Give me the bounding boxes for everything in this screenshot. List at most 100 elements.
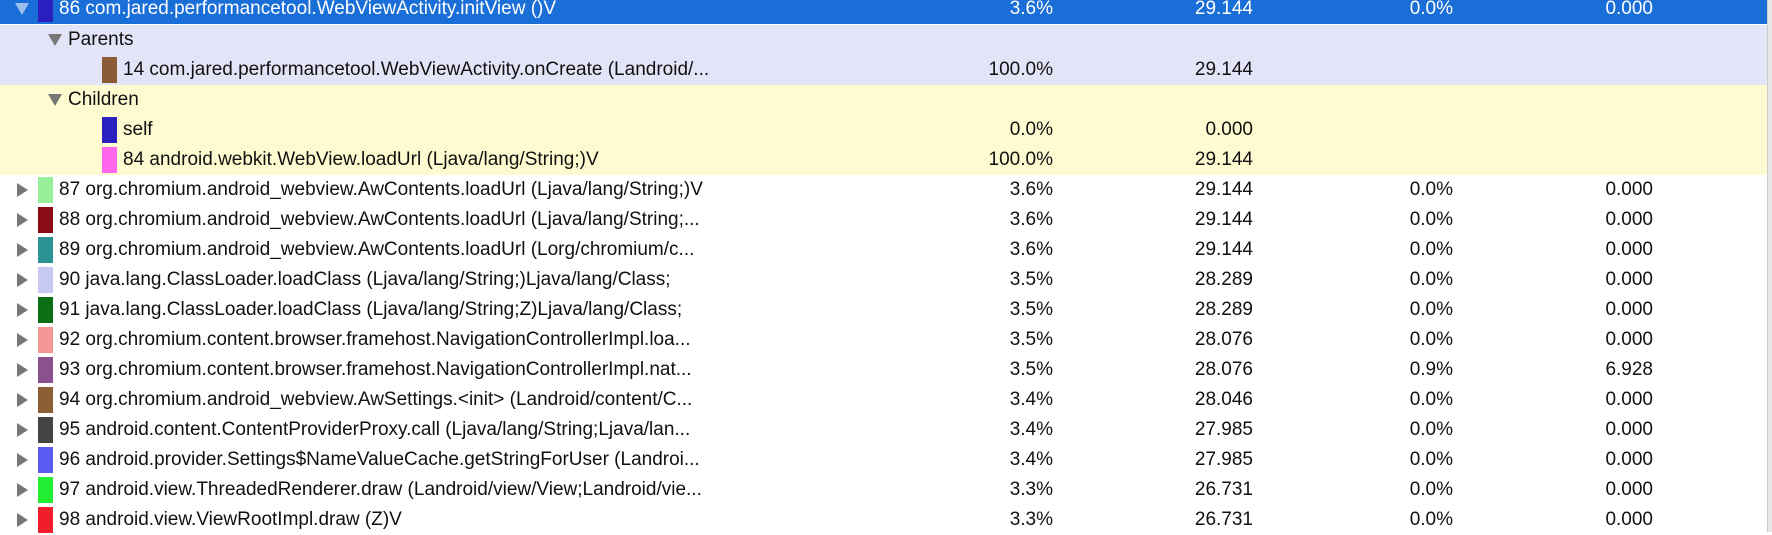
method-row[interactable]: 98 android.view.ViewRootImpl.draw (Z)V 3… (0, 505, 1768, 535)
expand-triangle-icon[interactable] (48, 94, 62, 106)
excl-cpu-time: 0.000 (1605, 0, 1653, 19)
incl-cpu-pct: 3.6% (1009, 209, 1053, 230)
expand-triangle-icon[interactable] (17, 513, 28, 527)
excl-cpu-time: 6.928 (1605, 359, 1653, 380)
child-row[interactable]: 84 android.webkit.WebView.loadUrl (Ljava… (0, 145, 1768, 175)
incl-cpu-time: 27.985 (1194, 419, 1253, 440)
expand-triangle-icon[interactable] (17, 423, 28, 437)
excl-cpu-pct: 0.0% (1409, 299, 1453, 320)
incl-cpu-pct: 3.6% (1009, 0, 1053, 19)
expand-triangle-icon[interactable] (15, 3, 29, 15)
incl-cpu-pct: 3.4% (1009, 389, 1053, 410)
method-name: 94 org.chromium.android_webview.AwSettin… (59, 389, 693, 410)
excl-cpu-time: 0.000 (1605, 239, 1653, 260)
excl-cpu-pct: 0.0% (1409, 419, 1453, 440)
method-row[interactable]: 94 org.chromium.android_webview.AwSettin… (0, 385, 1768, 415)
expand-triangle-icon[interactable] (17, 303, 28, 317)
method-name: 90 java.lang.ClassLoader.loadClass (Ljav… (59, 269, 671, 290)
excl-cpu-pct: 0.0% (1409, 479, 1453, 500)
excl-cpu-pct: 0.0% (1409, 389, 1453, 410)
incl-cpu-pct: 3.6% (1009, 179, 1053, 200)
incl-pct: 100.0% (988, 149, 1053, 170)
method-row[interactable]: 88 org.chromium.android_webview.AwConten… (0, 205, 1768, 235)
incl-cpu-pct: 3.5% (1009, 329, 1053, 350)
incl-pct: 0.0% (1009, 119, 1053, 140)
expand-triangle-icon[interactable] (48, 34, 62, 46)
excl-cpu-time: 0.000 (1605, 509, 1653, 530)
color-swatch (38, 237, 53, 263)
excl-cpu-time: 0.000 (1605, 329, 1653, 350)
excl-cpu-pct: 0.0% (1409, 0, 1453, 19)
expand-triangle-icon[interactable] (17, 183, 28, 197)
method-name: 92 org.chromium.content.browser.framehos… (59, 329, 691, 350)
method-name: 87 org.chromium.android_webview.AwConten… (59, 179, 703, 200)
method-row[interactable]: 92 org.chromium.content.browser.framehos… (0, 325, 1768, 355)
incl-cpu-pct: 3.3% (1009, 479, 1053, 500)
incl-cpu-pct: 3.5% (1009, 299, 1053, 320)
method-name: 91 java.lang.ClassLoader.loadClass (Ljav… (59, 299, 683, 320)
selected-method-row[interactable]: 86 com.jared.performancetool.WebViewActi… (0, 0, 1768, 24)
method-row[interactable]: 89 org.chromium.android_webview.AwConten… (0, 235, 1768, 265)
expand-triangle-icon[interactable] (17, 243, 28, 257)
color-swatch (102, 117, 117, 143)
incl-cpu-time: 29.144 (1194, 179, 1253, 200)
incl-pct: 100.0% (988, 59, 1053, 80)
expand-triangle-icon[interactable] (17, 453, 28, 467)
expand-triangle-icon[interactable] (17, 213, 28, 227)
incl-cpu-time: 29.144 (1194, 0, 1253, 19)
method-row[interactable]: 96 android.provider.Settings$NameValueCa… (0, 445, 1768, 475)
expand-triangle-icon[interactable] (17, 363, 28, 377)
expand-triangle-icon[interactable] (17, 333, 28, 347)
color-swatch (38, 267, 53, 293)
method-row[interactable]: 95 android.content.ContentProviderProxy.… (0, 415, 1768, 445)
incl-cpu-time: 29.144 (1194, 209, 1253, 230)
excl-cpu-time: 0.000 (1605, 449, 1653, 470)
expand-triangle-icon[interactable] (17, 393, 28, 407)
incl-cpu-pct: 3.5% (1009, 359, 1053, 380)
method-name: 97 android.view.ThreadedRenderer.draw (L… (59, 479, 702, 500)
color-swatch (38, 447, 53, 473)
color-swatch (38, 507, 53, 533)
method-name: 95 android.content.ContentProviderProxy.… (59, 419, 691, 440)
method-row[interactable]: 93 org.chromium.content.browser.framehos… (0, 355, 1768, 385)
color-swatch (38, 177, 53, 203)
color-swatch (38, 477, 53, 503)
child-row[interactable]: self 0.0% 0.000 (0, 115, 1768, 145)
incl-cpu-time: 28.076 (1194, 329, 1253, 350)
method-row[interactable]: 90 java.lang.ClassLoader.loadClass (Ljav… (0, 265, 1768, 295)
children-label: Children (68, 89, 139, 110)
incl-cpu-time: 28.076 (1194, 359, 1253, 380)
excl-cpu-pct: 0.0% (1409, 449, 1453, 470)
color-swatch (102, 147, 117, 173)
color-swatch (38, 297, 53, 323)
incl-time: 29.144 (1194, 59, 1253, 80)
parents-header[interactable]: Parents (0, 25, 1768, 55)
expand-triangle-icon[interactable] (17, 483, 28, 497)
children-header[interactable]: Children (0, 85, 1768, 115)
method-name: 84 android.webkit.WebView.loadUrl (Ljava… (123, 149, 599, 170)
excl-cpu-time: 0.000 (1605, 389, 1653, 410)
excl-cpu-pct: 0.0% (1409, 209, 1453, 230)
scrollbar-edge[interactable] (1767, 0, 1772, 532)
excl-cpu-pct: 0.0% (1409, 239, 1453, 260)
color-swatch (38, 327, 53, 353)
method-name: self (123, 119, 153, 140)
method-row[interactable]: 87 org.chromium.android_webview.AwConten… (0, 175, 1768, 205)
method-name: 86 com.jared.performancetool.WebViewActi… (59, 0, 557, 19)
method-row[interactable]: 97 android.view.ThreadedRenderer.draw (L… (0, 475, 1768, 505)
incl-cpu-time: 28.289 (1194, 269, 1253, 290)
excl-cpu-pct: 0.0% (1409, 509, 1453, 530)
expand-triangle-icon[interactable] (17, 273, 28, 287)
incl-cpu-time: 27.985 (1194, 449, 1253, 470)
excl-cpu-time: 0.000 (1605, 269, 1653, 290)
parent-row[interactable]: 14 com.jared.performancetool.WebViewActi… (0, 55, 1768, 85)
color-swatch (102, 57, 117, 83)
color-swatch (38, 417, 53, 443)
excl-cpu-time: 0.000 (1605, 179, 1653, 200)
parents-label: Parents (68, 29, 134, 50)
incl-cpu-pct: 3.6% (1009, 239, 1053, 260)
method-name: 88 org.chromium.android_webview.AwConten… (59, 209, 700, 230)
method-row[interactable]: 91 java.lang.ClassLoader.loadClass (Ljav… (0, 295, 1768, 325)
incl-cpu-pct: 3.4% (1009, 419, 1053, 440)
method-name: 93 org.chromium.content.browser.framehos… (59, 359, 692, 380)
